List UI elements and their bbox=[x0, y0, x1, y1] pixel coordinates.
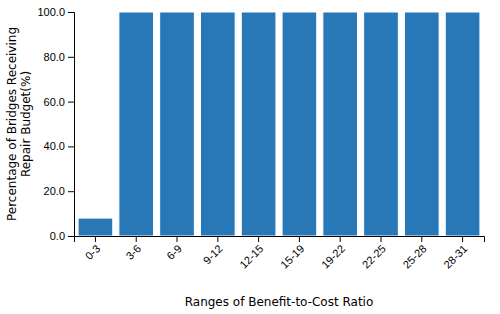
bar bbox=[78, 218, 113, 236]
x-tick-label: 22-25 bbox=[360, 242, 388, 270]
x-tick-mark bbox=[380, 236, 381, 242]
x-tick: 3-6 bbox=[123, 236, 143, 262]
x-tick: 0-3 bbox=[83, 236, 103, 262]
x-tick: 28-31 bbox=[441, 236, 469, 271]
x-tick-mark bbox=[95, 236, 96, 242]
y-tick: 60.0 bbox=[44, 96, 74, 108]
bar bbox=[445, 12, 480, 236]
bar bbox=[404, 12, 439, 236]
y-tick-mark bbox=[68, 146, 74, 147]
x-axis: 0-3 3-6 6-9 9-12 12-15 15-19 19-22 22-25 25-28 28… bbox=[75, 236, 485, 271]
x-tick-label: 0-3 bbox=[83, 242, 103, 262]
x-tick-mark bbox=[340, 236, 341, 242]
x-tick-mark bbox=[421, 236, 422, 242]
x-tick-label: 9-12 bbox=[201, 242, 225, 266]
y-tick: 80.0 bbox=[44, 51, 74, 63]
bar bbox=[119, 12, 154, 236]
x-tick: 22-25 bbox=[360, 236, 388, 271]
x-tick-mark bbox=[217, 236, 218, 242]
y-tick-mark bbox=[68, 57, 74, 58]
x-tick-mark bbox=[177, 236, 178, 242]
y-tick-mark bbox=[68, 191, 74, 192]
bar bbox=[160, 12, 195, 236]
bar bbox=[364, 12, 399, 236]
y-tick: 0.0 bbox=[50, 230, 74, 242]
x-tick: 6-9 bbox=[164, 236, 184, 262]
y-tick: 40.0 bbox=[44, 140, 74, 152]
y-axis-line bbox=[68, 13, 75, 237]
bars bbox=[78, 12, 480, 236]
y-tick-label: 100.0 bbox=[37, 6, 65, 18]
y-axis-title-line: Repair Budget(%) bbox=[19, 71, 33, 177]
plot-area: 0-3 3-6 6-9 9-12 12-15 15-19 19-22 22-25 25-28 28… bbox=[37, 6, 484, 271]
y-tick-label: 40.0 bbox=[44, 140, 65, 152]
bar bbox=[241, 12, 276, 236]
y-tick-mark bbox=[68, 102, 74, 103]
x-tick: 9-12 bbox=[201, 236, 225, 266]
x-tick-label: 19-22 bbox=[319, 242, 347, 270]
x-tick-mark bbox=[258, 236, 259, 242]
x-tick-mark bbox=[136, 236, 137, 242]
y-tick-label: 0.0 bbox=[50, 230, 65, 242]
x-tick: 15-19 bbox=[278, 236, 306, 271]
x-tick-label: 15-19 bbox=[278, 242, 306, 270]
y-tick-mark bbox=[68, 12, 74, 13]
bar bbox=[200, 12, 235, 236]
y-axis-title: Percentage of Bridges ReceivingRepair Bu… bbox=[5, 27, 33, 221]
x-tick-label: 6-9 bbox=[164, 242, 184, 262]
bar bbox=[282, 12, 317, 236]
x-tick-mark bbox=[299, 236, 300, 242]
x-tick-label: 3-6 bbox=[123, 242, 143, 262]
bar bbox=[323, 12, 358, 236]
x-tick: 25-28 bbox=[400, 236, 428, 271]
y-axis-title-line: Percentage of Bridges Receiving bbox=[5, 27, 19, 221]
y-tick-label: 80.0 bbox=[44, 51, 65, 63]
y-tick: 100.0 bbox=[37, 6, 74, 18]
x-tick: 19-22 bbox=[319, 236, 347, 271]
y-tick-label: 60.0 bbox=[44, 96, 65, 108]
y-tick-label: 20.0 bbox=[44, 185, 65, 197]
chart: 0-3 3-6 6-9 9-12 12-15 15-19 19-22 22-25 25-28 28… bbox=[0, 0, 500, 314]
y-tick-mark bbox=[68, 236, 74, 237]
x-axis-title: Ranges of Benefit-to-Cost Ratio bbox=[185, 295, 374, 309]
y-axis: 0.0 20.0 40.0 60.0 80.0 100.0 bbox=[37, 6, 74, 242]
x-tick-mark bbox=[462, 236, 463, 242]
x-tick-label: 28-31 bbox=[441, 242, 469, 270]
x-axis-line bbox=[75, 237, 485, 243]
x-tick-label: 12-15 bbox=[237, 242, 265, 270]
y-tick: 20.0 bbox=[44, 185, 74, 197]
x-tick-label: 25-28 bbox=[400, 242, 428, 270]
x-tick: 12-15 bbox=[237, 236, 265, 271]
